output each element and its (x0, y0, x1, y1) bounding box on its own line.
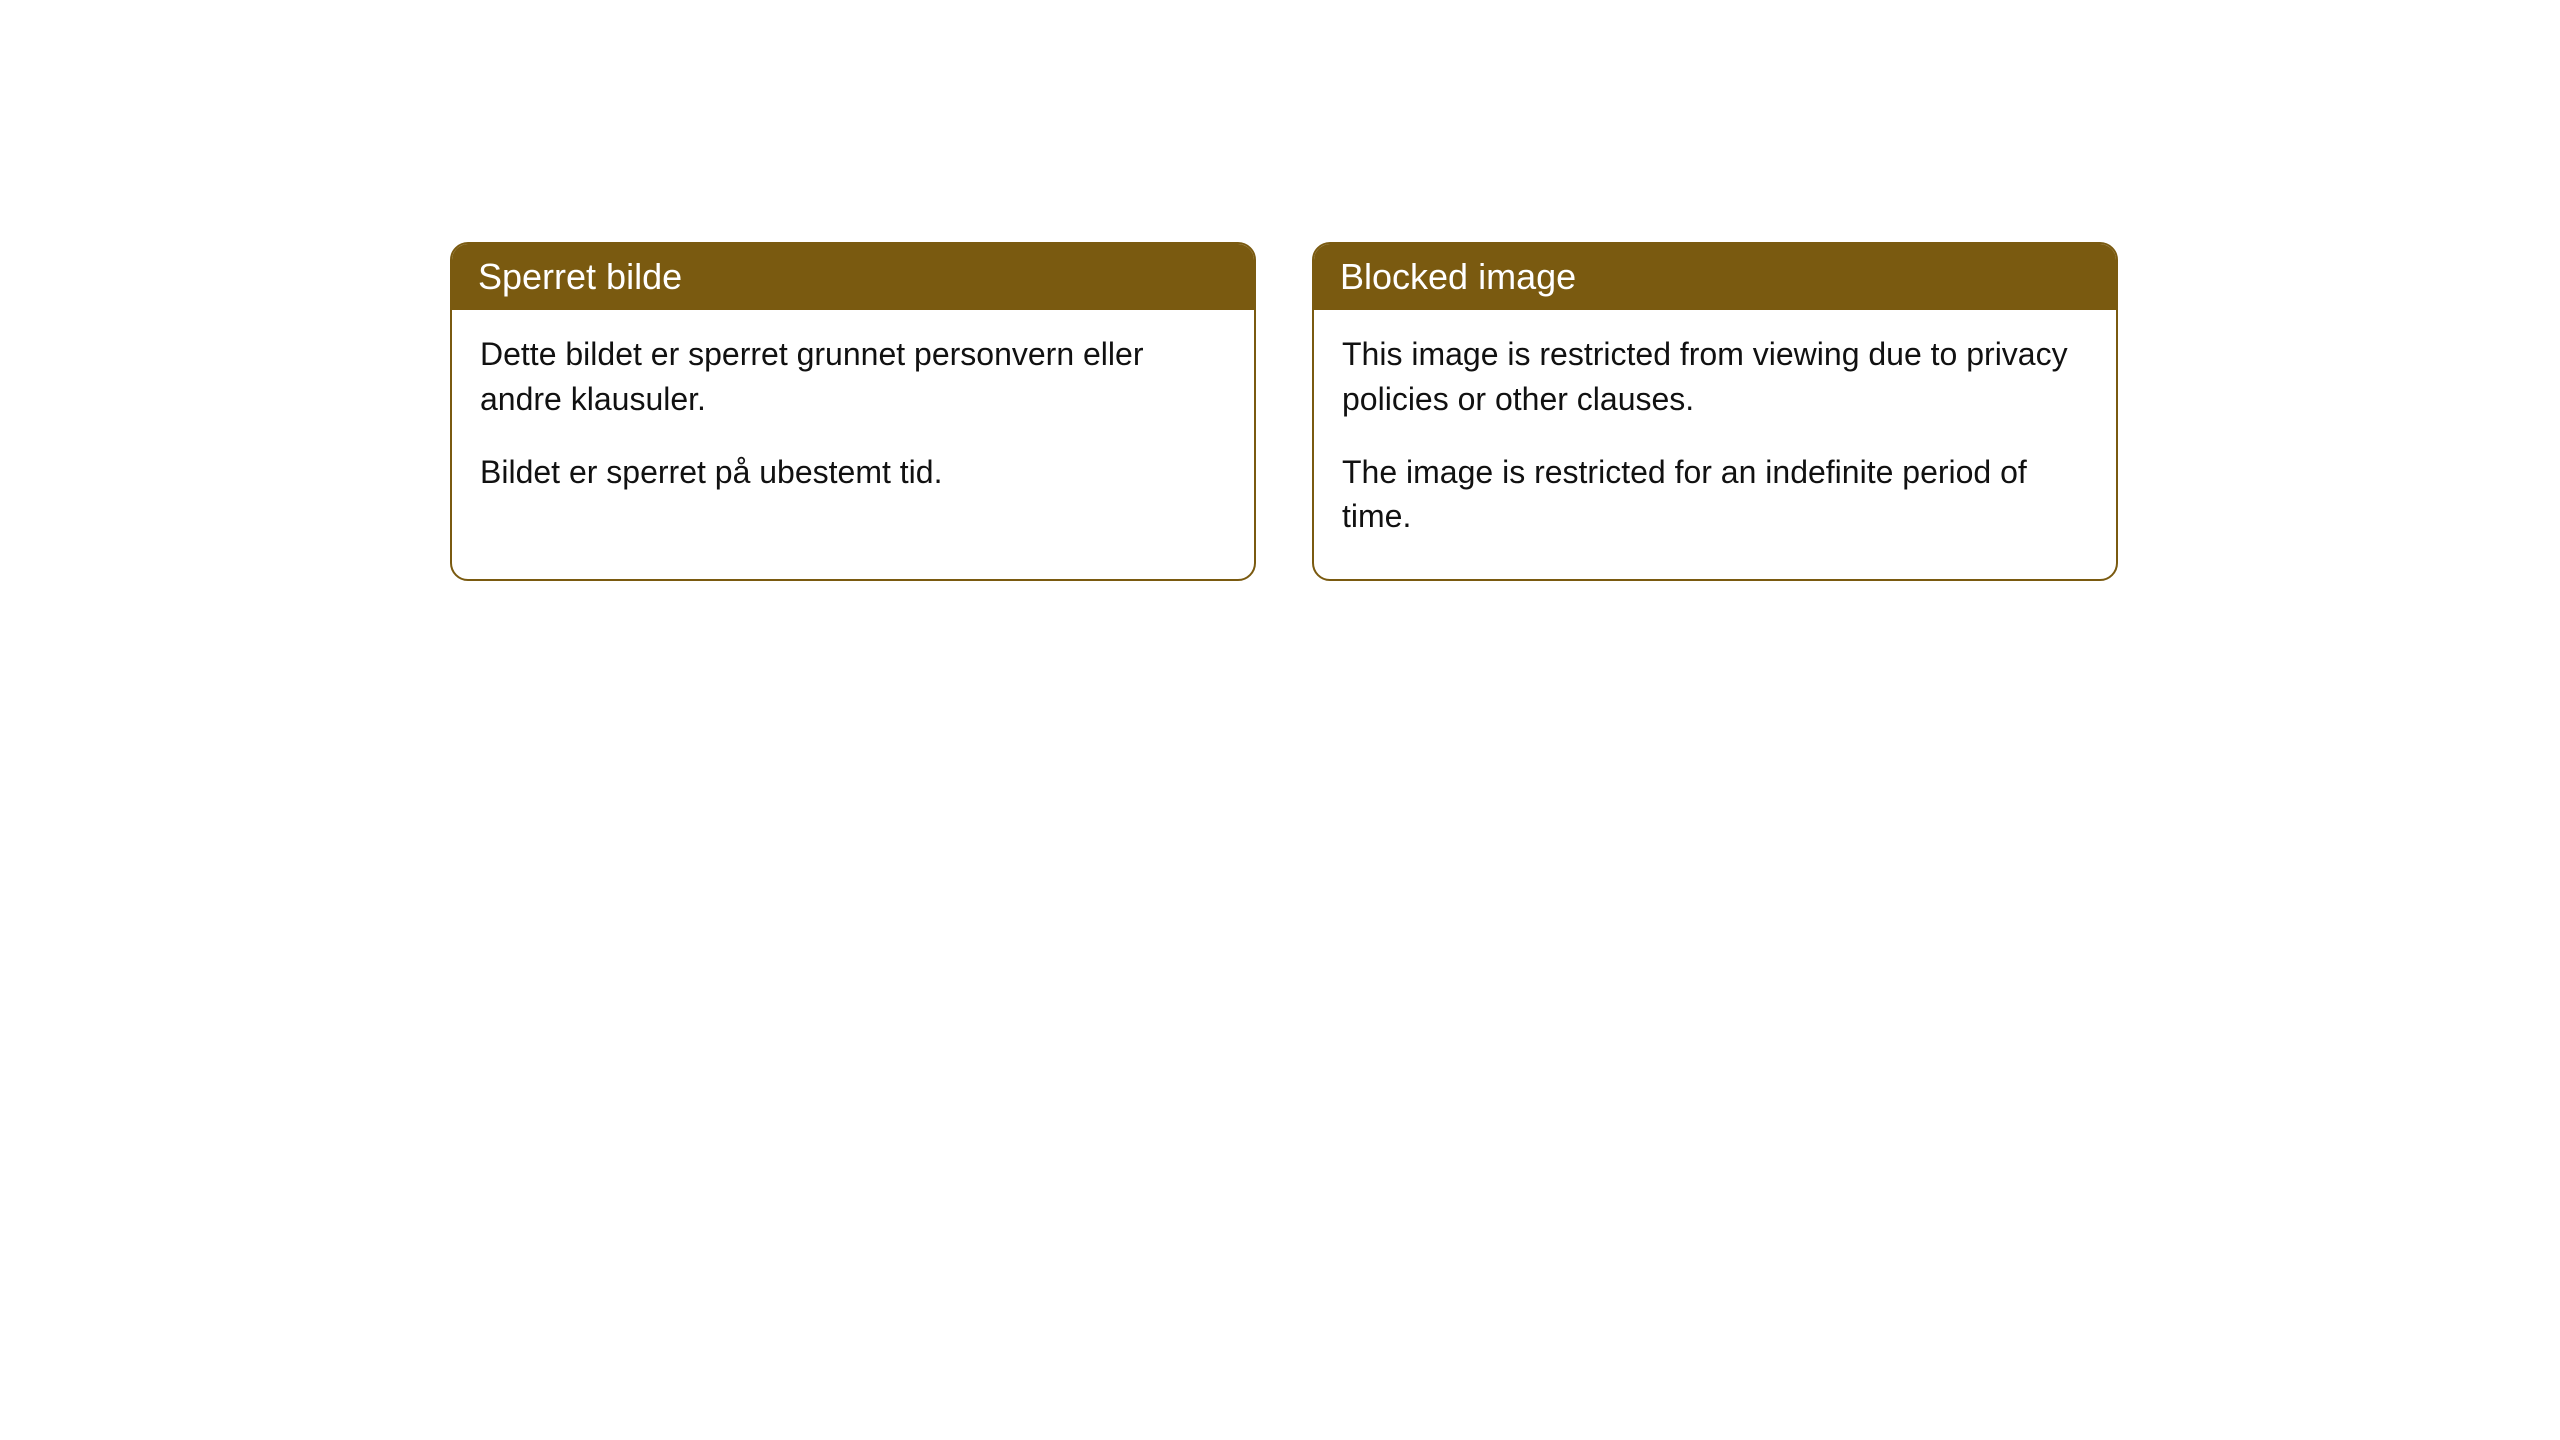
notice-title: Sperret bilde (452, 244, 1254, 310)
notice-paragraph: This image is restricted from viewing du… (1342, 332, 2088, 422)
notice-paragraph: Dette bildet er sperret grunnet personve… (480, 332, 1226, 422)
notice-title: Blocked image (1314, 244, 2116, 310)
notice-paragraph: Bildet er sperret på ubestemt tid. (480, 450, 1226, 495)
notice-body: This image is restricted from viewing du… (1314, 310, 2116, 579)
notice-card-container: Sperret bilde Dette bildet er sperret gr… (450, 242, 2118, 581)
notice-paragraph: The image is restricted for an indefinit… (1342, 450, 2088, 540)
notice-card-norwegian: Sperret bilde Dette bildet er sperret gr… (450, 242, 1256, 581)
notice-body: Dette bildet er sperret grunnet personve… (452, 310, 1254, 534)
notice-card-english: Blocked image This image is restricted f… (1312, 242, 2118, 581)
